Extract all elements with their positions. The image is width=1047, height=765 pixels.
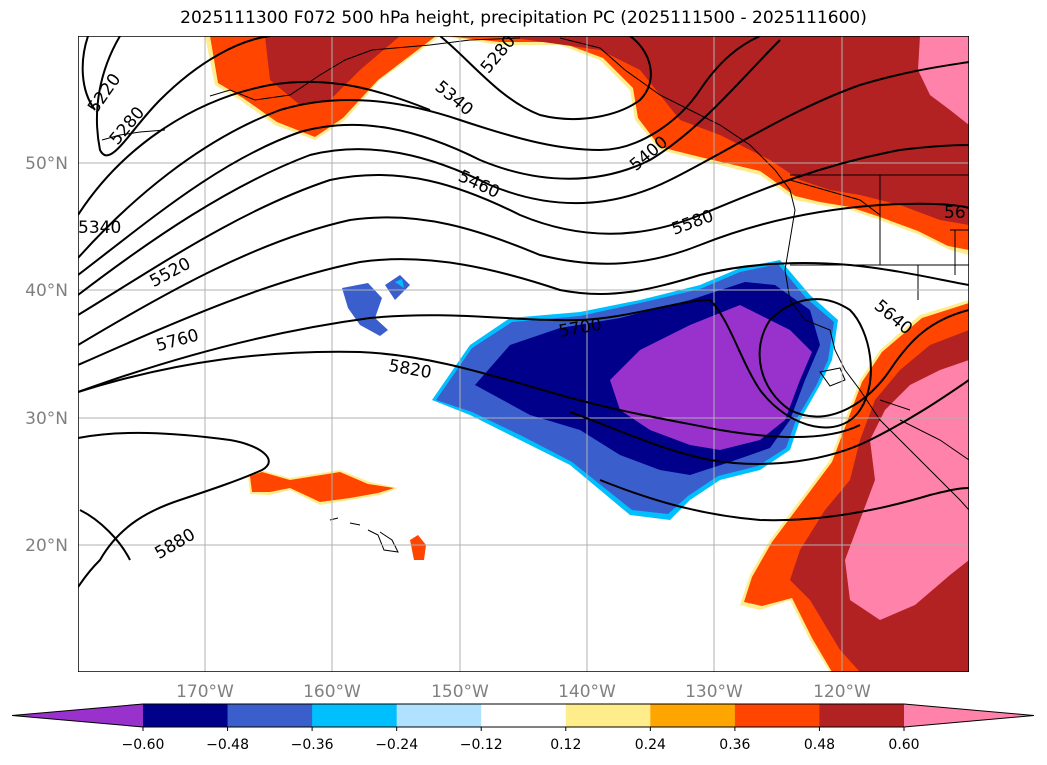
colorbar-segment bbox=[143, 704, 229, 727]
colorbar-segment bbox=[819, 704, 905, 727]
gridlines bbox=[78, 36, 969, 672]
contour-label: 56 bbox=[944, 203, 966, 223]
colorbar-label: 0.48 bbox=[804, 737, 835, 753]
lon-label: 150°W bbox=[431, 682, 489, 702]
colorbar-extend-high bbox=[904, 704, 1034, 727]
lat-label: 20°N bbox=[25, 536, 68, 556]
lat-label: 40°N bbox=[25, 281, 68, 301]
colorbar-label: −0.60 bbox=[122, 737, 165, 753]
colorbar: −0.60 −0.48 −0.36 −0.24 −0.12 0.12 0.24 0.36 0.4… bbox=[11, 703, 1035, 753]
map-panel: 5220 5280 5340 5280 5340 5400 5460 5580 … bbox=[78, 36, 969, 672]
colorbar-extend-low bbox=[12, 704, 143, 727]
colorbar-segment bbox=[227, 704, 313, 727]
lat-label: 50°N bbox=[25, 154, 68, 174]
contour-label: 5340 bbox=[78, 218, 121, 238]
longitude-labels: 170°W 160°W 150°W 140°W 130°W 120°W bbox=[176, 682, 871, 702]
lon-label: 140°W bbox=[558, 682, 616, 702]
lon-label: 120°W bbox=[813, 682, 871, 702]
colorbar-label: −0.24 bbox=[375, 737, 418, 753]
colorbar-label: −0.36 bbox=[291, 737, 334, 753]
precip-negative-pacific bbox=[342, 260, 838, 520]
lon-label: 170°W bbox=[176, 682, 234, 702]
latitude-labels: 50°N 40°N 30°N 20°N bbox=[25, 154, 68, 556]
precip-positive-hawaii bbox=[248, 470, 426, 560]
colorbar-label: 0.36 bbox=[719, 737, 750, 753]
colorbar-label: −0.12 bbox=[460, 737, 503, 753]
colorbar-segment bbox=[734, 704, 820, 727]
colorbar-label: 0.12 bbox=[550, 737, 581, 753]
colorbar-label: 0.24 bbox=[635, 737, 666, 753]
colorbar-label: −0.48 bbox=[206, 737, 249, 753]
lon-label: 160°W bbox=[303, 682, 361, 702]
colorbar-segment bbox=[396, 704, 482, 727]
colorbar-segment bbox=[481, 704, 567, 727]
precip-positive-north bbox=[205, 36, 969, 255]
colorbar-segment bbox=[312, 704, 398, 727]
precip-positive-south bbox=[740, 300, 969, 672]
colorbar-segment bbox=[650, 704, 736, 727]
map-title: 2025111300 F072 500 hPa height, precipit… bbox=[180, 8, 867, 28]
colorbar-label: 0.60 bbox=[888, 737, 919, 753]
colorbar-segment bbox=[565, 704, 651, 727]
height-contours bbox=[78, 36, 969, 588]
lat-label: 30°N bbox=[25, 409, 68, 429]
lon-label: 130°W bbox=[685, 682, 743, 702]
